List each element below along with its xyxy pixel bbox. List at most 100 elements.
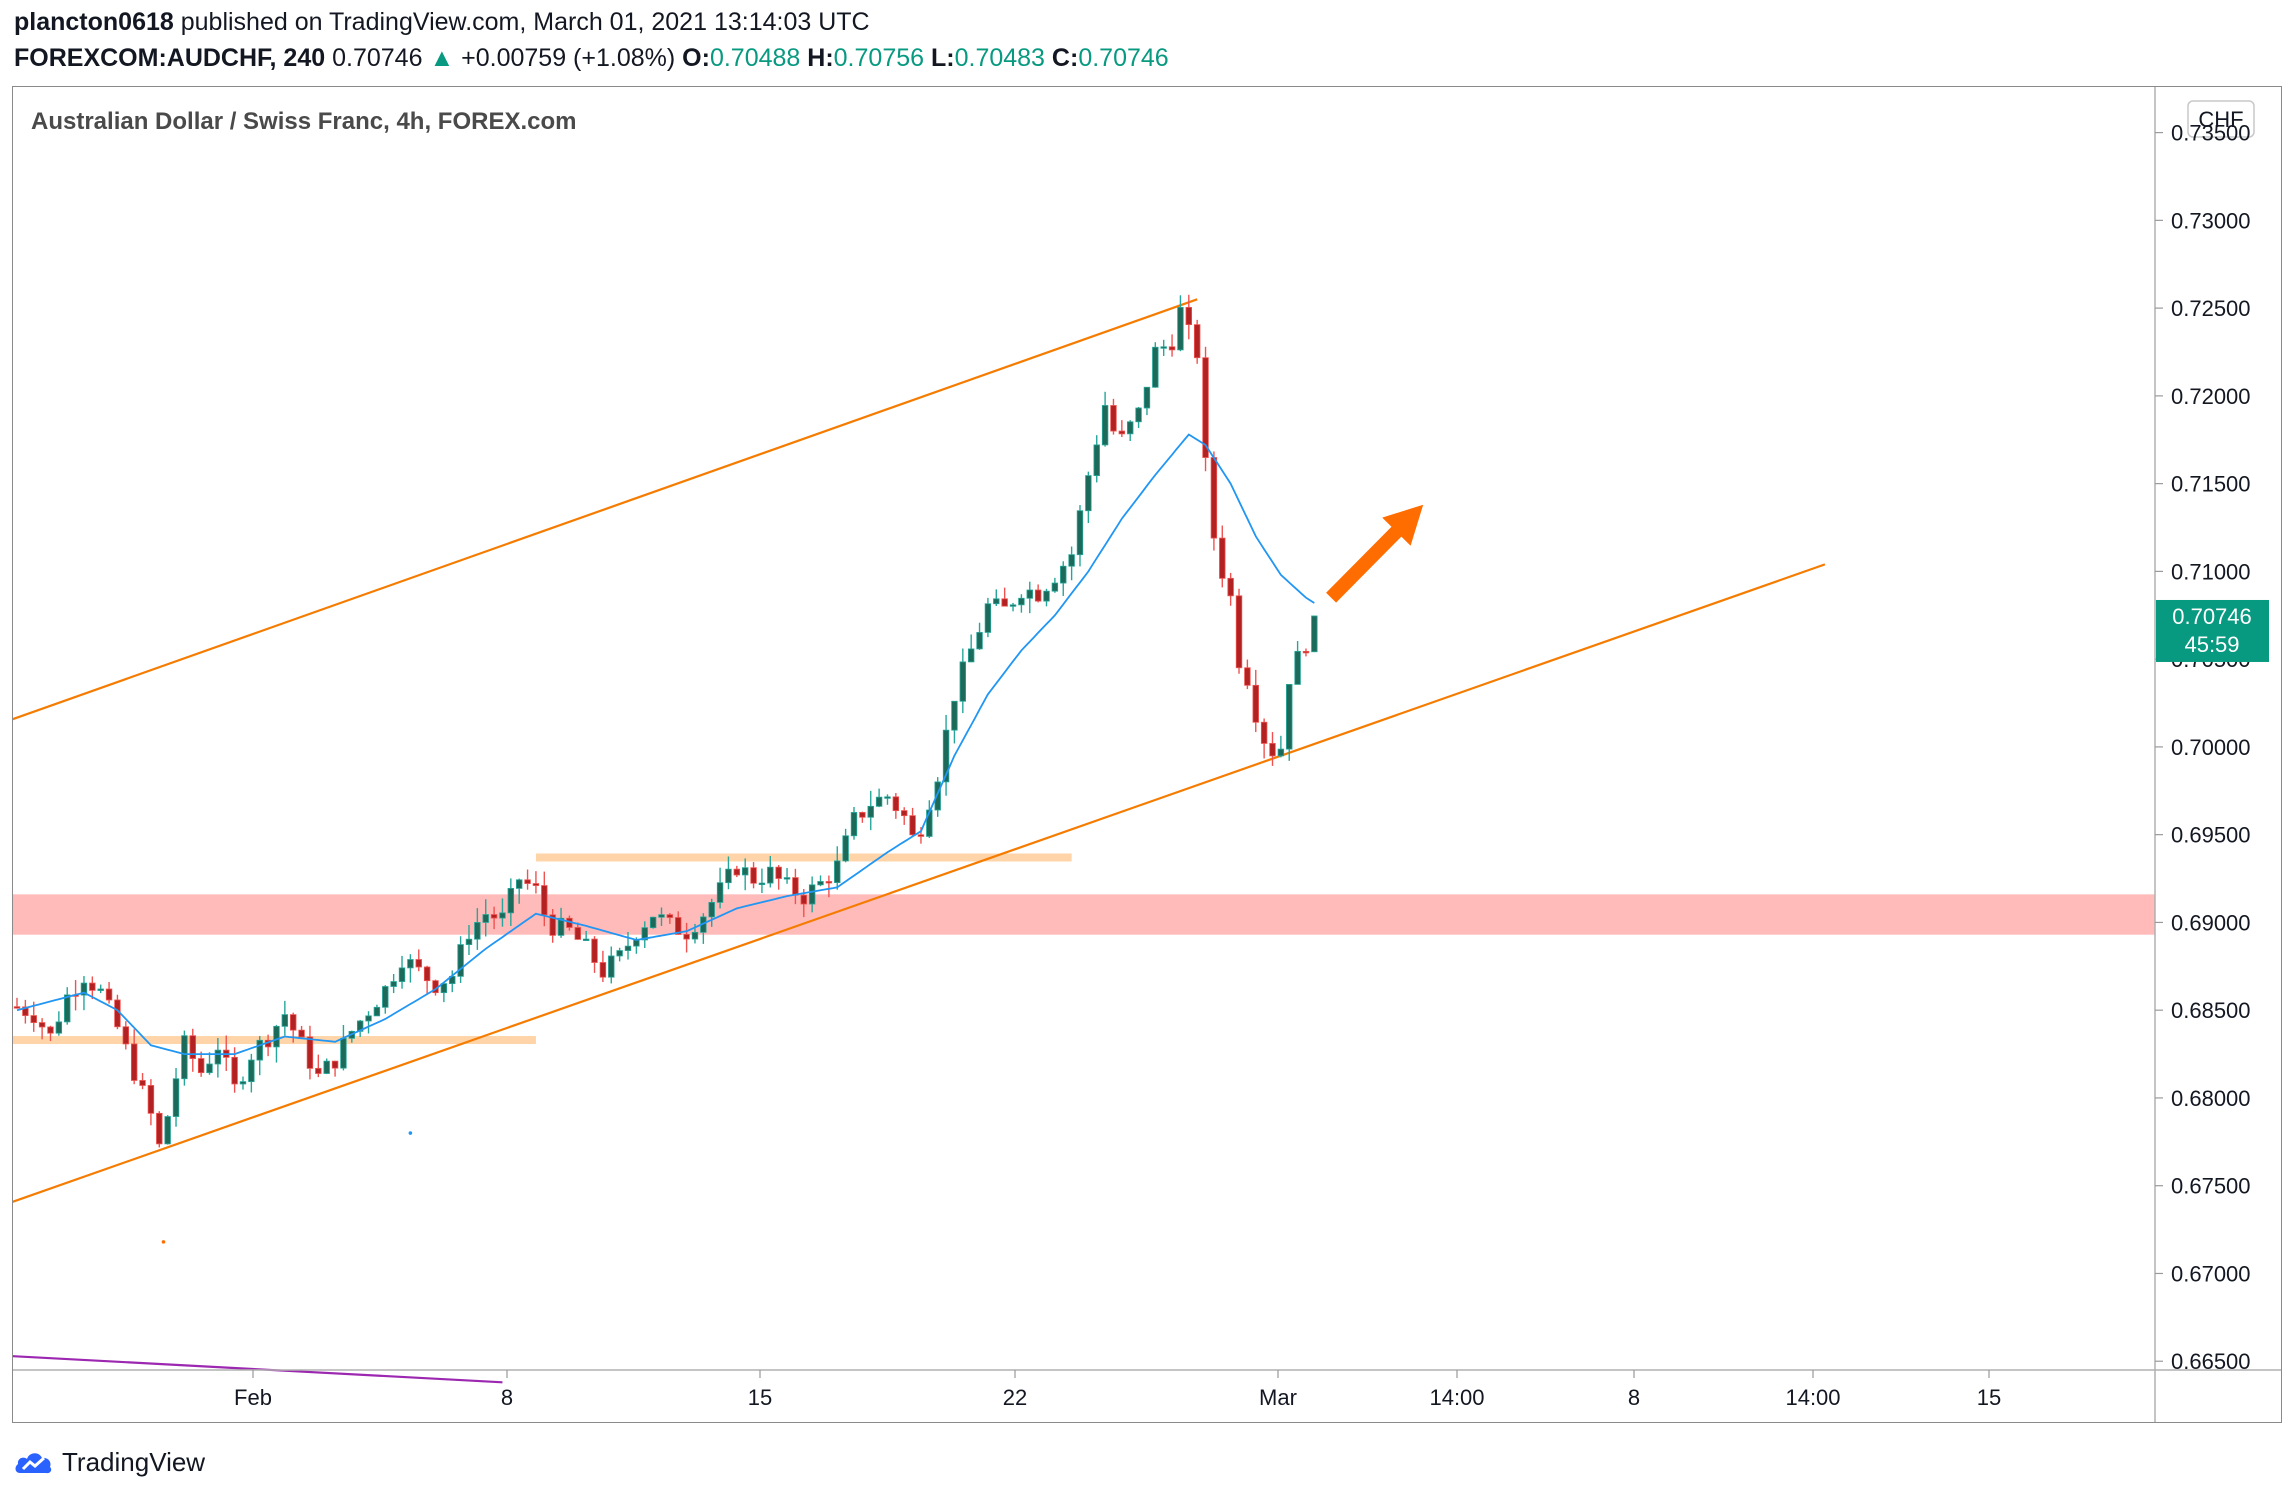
candle xyxy=(1068,546,1075,581)
chart-canvas[interactable]: Australian Dollar / Swiss Franc, 4h, FOR… xyxy=(13,87,2281,1422)
candle xyxy=(817,875,824,887)
candle-body xyxy=(959,661,967,702)
candle xyxy=(147,1079,155,1126)
candle xyxy=(1093,435,1100,483)
candle xyxy=(1252,669,1259,733)
candle xyxy=(951,700,958,744)
candle xyxy=(474,908,481,950)
candle-body xyxy=(1193,324,1201,359)
candle-body xyxy=(390,981,397,987)
x-tick-label: 22 xyxy=(1003,1385,1027,1410)
currency-button-label: CHF xyxy=(2198,107,2243,132)
candle-body xyxy=(340,1037,347,1069)
candle-body xyxy=(1177,306,1184,351)
candle-body xyxy=(457,944,464,977)
candle-body xyxy=(490,914,498,919)
candle xyxy=(608,946,615,984)
candle-body xyxy=(1085,475,1092,512)
candle xyxy=(382,985,389,1014)
candle-body xyxy=(1252,684,1259,723)
candle xyxy=(942,714,950,796)
candle xyxy=(892,793,900,819)
candle xyxy=(315,1054,322,1078)
candle-body xyxy=(507,888,515,914)
close-value: 0.70746 xyxy=(1078,44,1169,72)
candle-body xyxy=(875,796,883,807)
candle xyxy=(934,777,941,817)
chart-frame[interactable]: Australian Dollar / Swiss Franc, 4h, FOR… xyxy=(12,86,2282,1423)
candle-body xyxy=(859,812,866,818)
candle xyxy=(64,987,71,1025)
candle-body xyxy=(231,1056,238,1085)
candle xyxy=(867,790,874,831)
x-tick-label: Mar xyxy=(1259,1385,1297,1410)
y-tick-label: 0.68000 xyxy=(2171,1086,2251,1111)
x-tick-label: 14:00 xyxy=(1429,1385,1484,1410)
candle-body xyxy=(834,860,841,883)
tradingview-logo[interactable]: TradingView xyxy=(14,1445,205,1479)
symbol-label: FOREXCOM:AUDCHF, 240 xyxy=(14,44,326,72)
candle-body xyxy=(549,914,556,936)
candle-body xyxy=(909,815,916,836)
open-value: 0.70488 xyxy=(709,44,801,72)
candle xyxy=(356,1019,364,1037)
candle xyxy=(105,981,113,1004)
candle-body xyxy=(1219,537,1226,579)
channel-upper-line xyxy=(13,298,1198,721)
candle xyxy=(1143,386,1151,416)
candle-body xyxy=(1152,346,1159,388)
candle-body xyxy=(315,1067,322,1074)
candle xyxy=(164,1115,171,1145)
x-tick-label: 8 xyxy=(501,1385,513,1410)
candle-body xyxy=(867,805,874,818)
candle-body xyxy=(130,1043,138,1081)
candle xyxy=(984,597,992,638)
ohlc-line: FOREXCOM:AUDCHF, 240 0.70746 ▲ +0.00759 … xyxy=(14,44,1169,73)
candle-body xyxy=(541,885,548,916)
y-tick-label: 0.69500 xyxy=(2171,823,2251,848)
currency-button[interactable]: CHF xyxy=(2187,100,2255,138)
candle xyxy=(993,589,1000,607)
candle xyxy=(1152,342,1159,388)
candle xyxy=(457,936,464,984)
up-triangle-icon: ▲ xyxy=(429,44,455,72)
candle xyxy=(1127,420,1134,442)
candle-body xyxy=(708,902,715,918)
candle-body xyxy=(1286,684,1293,750)
candle xyxy=(767,855,774,888)
candle xyxy=(649,916,657,929)
candle-body xyxy=(1210,457,1218,539)
high-value: 0.70756 xyxy=(833,44,925,72)
candle-body xyxy=(1260,721,1268,744)
candle-body xyxy=(1302,650,1310,654)
candle-body xyxy=(306,1036,314,1069)
candle-body xyxy=(842,835,849,862)
publish-line: plancton0618 published on TradingView.co… xyxy=(14,8,870,37)
tradingview-brand: TradingView xyxy=(62,1446,206,1477)
candle xyxy=(407,954,414,983)
candle-body xyxy=(993,598,1000,605)
candle xyxy=(976,622,983,650)
candle-body xyxy=(415,959,422,968)
y-tick-label: 0.68500 xyxy=(2171,998,2251,1023)
candle xyxy=(1202,346,1209,472)
candle-body xyxy=(440,983,448,994)
candle xyxy=(415,949,422,972)
candle-body xyxy=(649,916,657,929)
x-tick-label: 14:00 xyxy=(1785,1385,1840,1410)
candle xyxy=(1160,339,1167,356)
candle-body xyxy=(331,1060,339,1069)
candle xyxy=(47,1025,54,1042)
candle-body xyxy=(884,796,891,799)
candle-body xyxy=(934,781,941,811)
tradingview-cloud-icon xyxy=(15,1453,52,1474)
candle xyxy=(616,947,623,962)
candle xyxy=(926,800,933,838)
candle xyxy=(741,858,749,891)
candle xyxy=(624,931,632,960)
candle-body xyxy=(917,834,925,837)
candle xyxy=(1001,587,1008,607)
candle-body xyxy=(248,1059,255,1083)
candle xyxy=(909,807,916,837)
author-name[interactable]: plancton0618 xyxy=(14,8,174,36)
